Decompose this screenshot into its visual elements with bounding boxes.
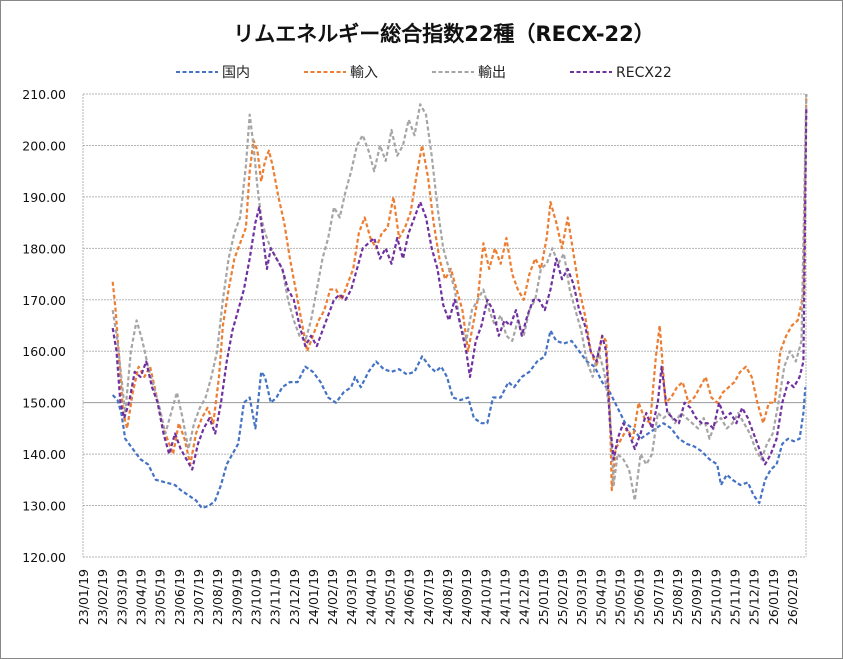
x-tick-label: 25/04/19	[593, 569, 608, 625]
x-tick-label: 24/04/19	[363, 569, 378, 625]
series-line-輸出	[111, 93, 808, 502]
y-tick-label: 180.00	[22, 241, 66, 256]
x-tick-label: 23/10/19	[248, 569, 263, 625]
x-axis-ticks: 23/01/19 23/02/19 23/03/19 23/04/19 23/05/19…	[76, 569, 800, 625]
y-tick-label: 190.00	[22, 190, 66, 205]
x-tick-label: 25/12/19	[747, 569, 762, 625]
x-tick-label: 24/08/19	[440, 569, 455, 625]
legend-item: 国内	[176, 65, 250, 81]
x-tick-label: 24/03/19	[344, 569, 359, 625]
x-tick-label: 23/08/19	[210, 569, 225, 625]
x-tick-label: 23/09/19	[229, 569, 244, 625]
legend-label: 輸入	[350, 65, 378, 81]
y-tick-label: 120.00	[22, 550, 66, 565]
y-tick-label: 170.00	[22, 293, 66, 308]
x-tick-label: 23/05/19	[153, 569, 168, 625]
x-tick-label: 26/01/19	[766, 569, 781, 625]
y-tick-label: 140.00	[22, 447, 66, 462]
x-tick-label: 24/09/19	[459, 569, 474, 625]
series-line-輸入	[111, 93, 808, 492]
x-tick-label: 24/06/19	[402, 569, 417, 625]
legend-item: 輸出	[432, 65, 506, 81]
legend-label: 国内	[222, 65, 250, 81]
x-tick-label: 23/07/19	[191, 569, 206, 625]
x-tick-label: 23/01/19	[76, 569, 91, 625]
legend-item: 輸入	[304, 65, 378, 81]
legend: 国内 輸入 輸出 RECX22	[176, 65, 672, 81]
gridlines	[82, 93, 807, 558]
series-line-RECX22	[111, 109, 808, 471]
y-tick-label: 210.00	[22, 87, 66, 102]
y-tick-label: 150.00	[22, 396, 66, 411]
x-tick-label: 25/06/19	[632, 569, 647, 625]
x-tick-label: 25/02/19	[555, 569, 570, 625]
x-tick-label: 24/02/19	[325, 569, 340, 625]
x-tick-label: 25/07/19	[651, 569, 666, 625]
legend-label: RECX22	[616, 65, 672, 81]
y-tick-label: 160.00	[22, 344, 66, 359]
x-tick-label: 23/02/19	[95, 569, 110, 625]
y-axis-ticks: 120.00 130.00 140.00 150.00 160.00 170.00 180.…	[22, 87, 66, 565]
y-tick-label: 200.00	[22, 138, 66, 153]
x-tick-label: 23/12/19	[287, 569, 302, 625]
series-lines	[111, 93, 808, 510]
x-tick-label: 26/02/19	[785, 569, 800, 625]
x-tick-label: 24/01/19	[306, 569, 321, 625]
y-tick-label: 130.00	[22, 499, 66, 514]
x-tick-label: 23/03/19	[114, 569, 129, 625]
x-tick-label: 23/04/19	[133, 569, 148, 625]
chart-title: リムエネルギー総合指数22種（RECX-22）	[233, 22, 655, 46]
x-tick-label: 24/05/19	[383, 569, 398, 625]
x-tick-label: 24/10/19	[478, 569, 493, 625]
x-tick-label: 23/06/19	[172, 569, 187, 625]
x-tick-label: 25/05/19	[612, 569, 627, 625]
x-tick-label: 24/07/19	[421, 569, 436, 625]
x-tick-label: 23/11/19	[268, 569, 283, 625]
x-tick-label: 25/03/19	[574, 569, 589, 625]
legend-item: RECX22	[570, 65, 672, 81]
x-tick-label: 24/12/19	[517, 569, 532, 625]
x-tick-label: 24/11/19	[498, 569, 513, 625]
x-tick-label: 25/10/19	[708, 569, 723, 625]
series-line-国内	[111, 329, 807, 510]
legend-label: 輸出	[478, 65, 506, 81]
x-tick-label: 25/08/19	[670, 569, 685, 625]
x-tick-label: 25/01/19	[536, 569, 551, 625]
x-tick-label: 25/09/19	[689, 569, 704, 625]
x-tick-label: 25/11/19	[727, 569, 742, 625]
